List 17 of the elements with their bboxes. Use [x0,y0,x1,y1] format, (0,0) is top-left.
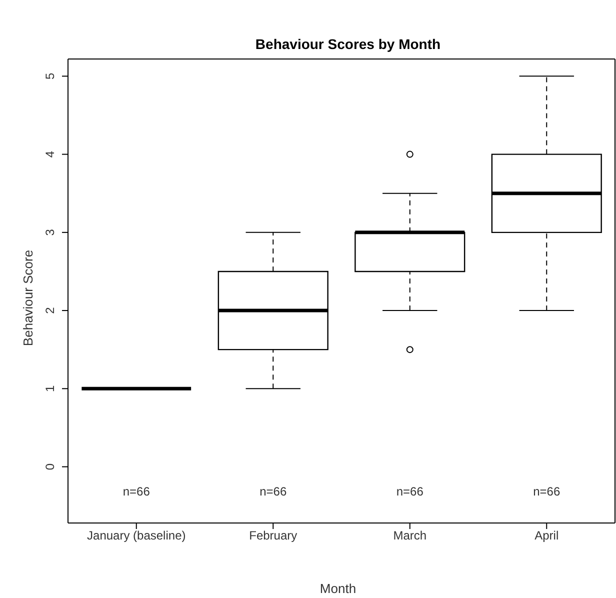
annotation: n=66 [122,484,150,498]
y-tick-label: 5 [43,72,57,80]
x-tick-label: January (baseline) [87,528,186,543]
y-tick-label: 4 [43,150,57,158]
x-axis-title: Month [318,581,358,596]
annotation: n=66 [260,484,287,498]
y-tick-label: 0 [43,463,57,470]
y-tick-label: 2 [43,306,57,314]
annotation: n=66 [533,484,560,498]
y-axis-title: Behaviour Score [20,250,36,346]
y-tick-label: 1 [43,384,57,392]
y-tick-label: 3 [43,228,57,236]
x-tick-label: February [249,528,298,543]
chart-title: Behaviour Scores by Month [254,36,442,52]
x-tick-label: April [534,528,559,543]
x-tick-label: March [393,528,427,543]
annotation: n=66 [396,484,424,498]
